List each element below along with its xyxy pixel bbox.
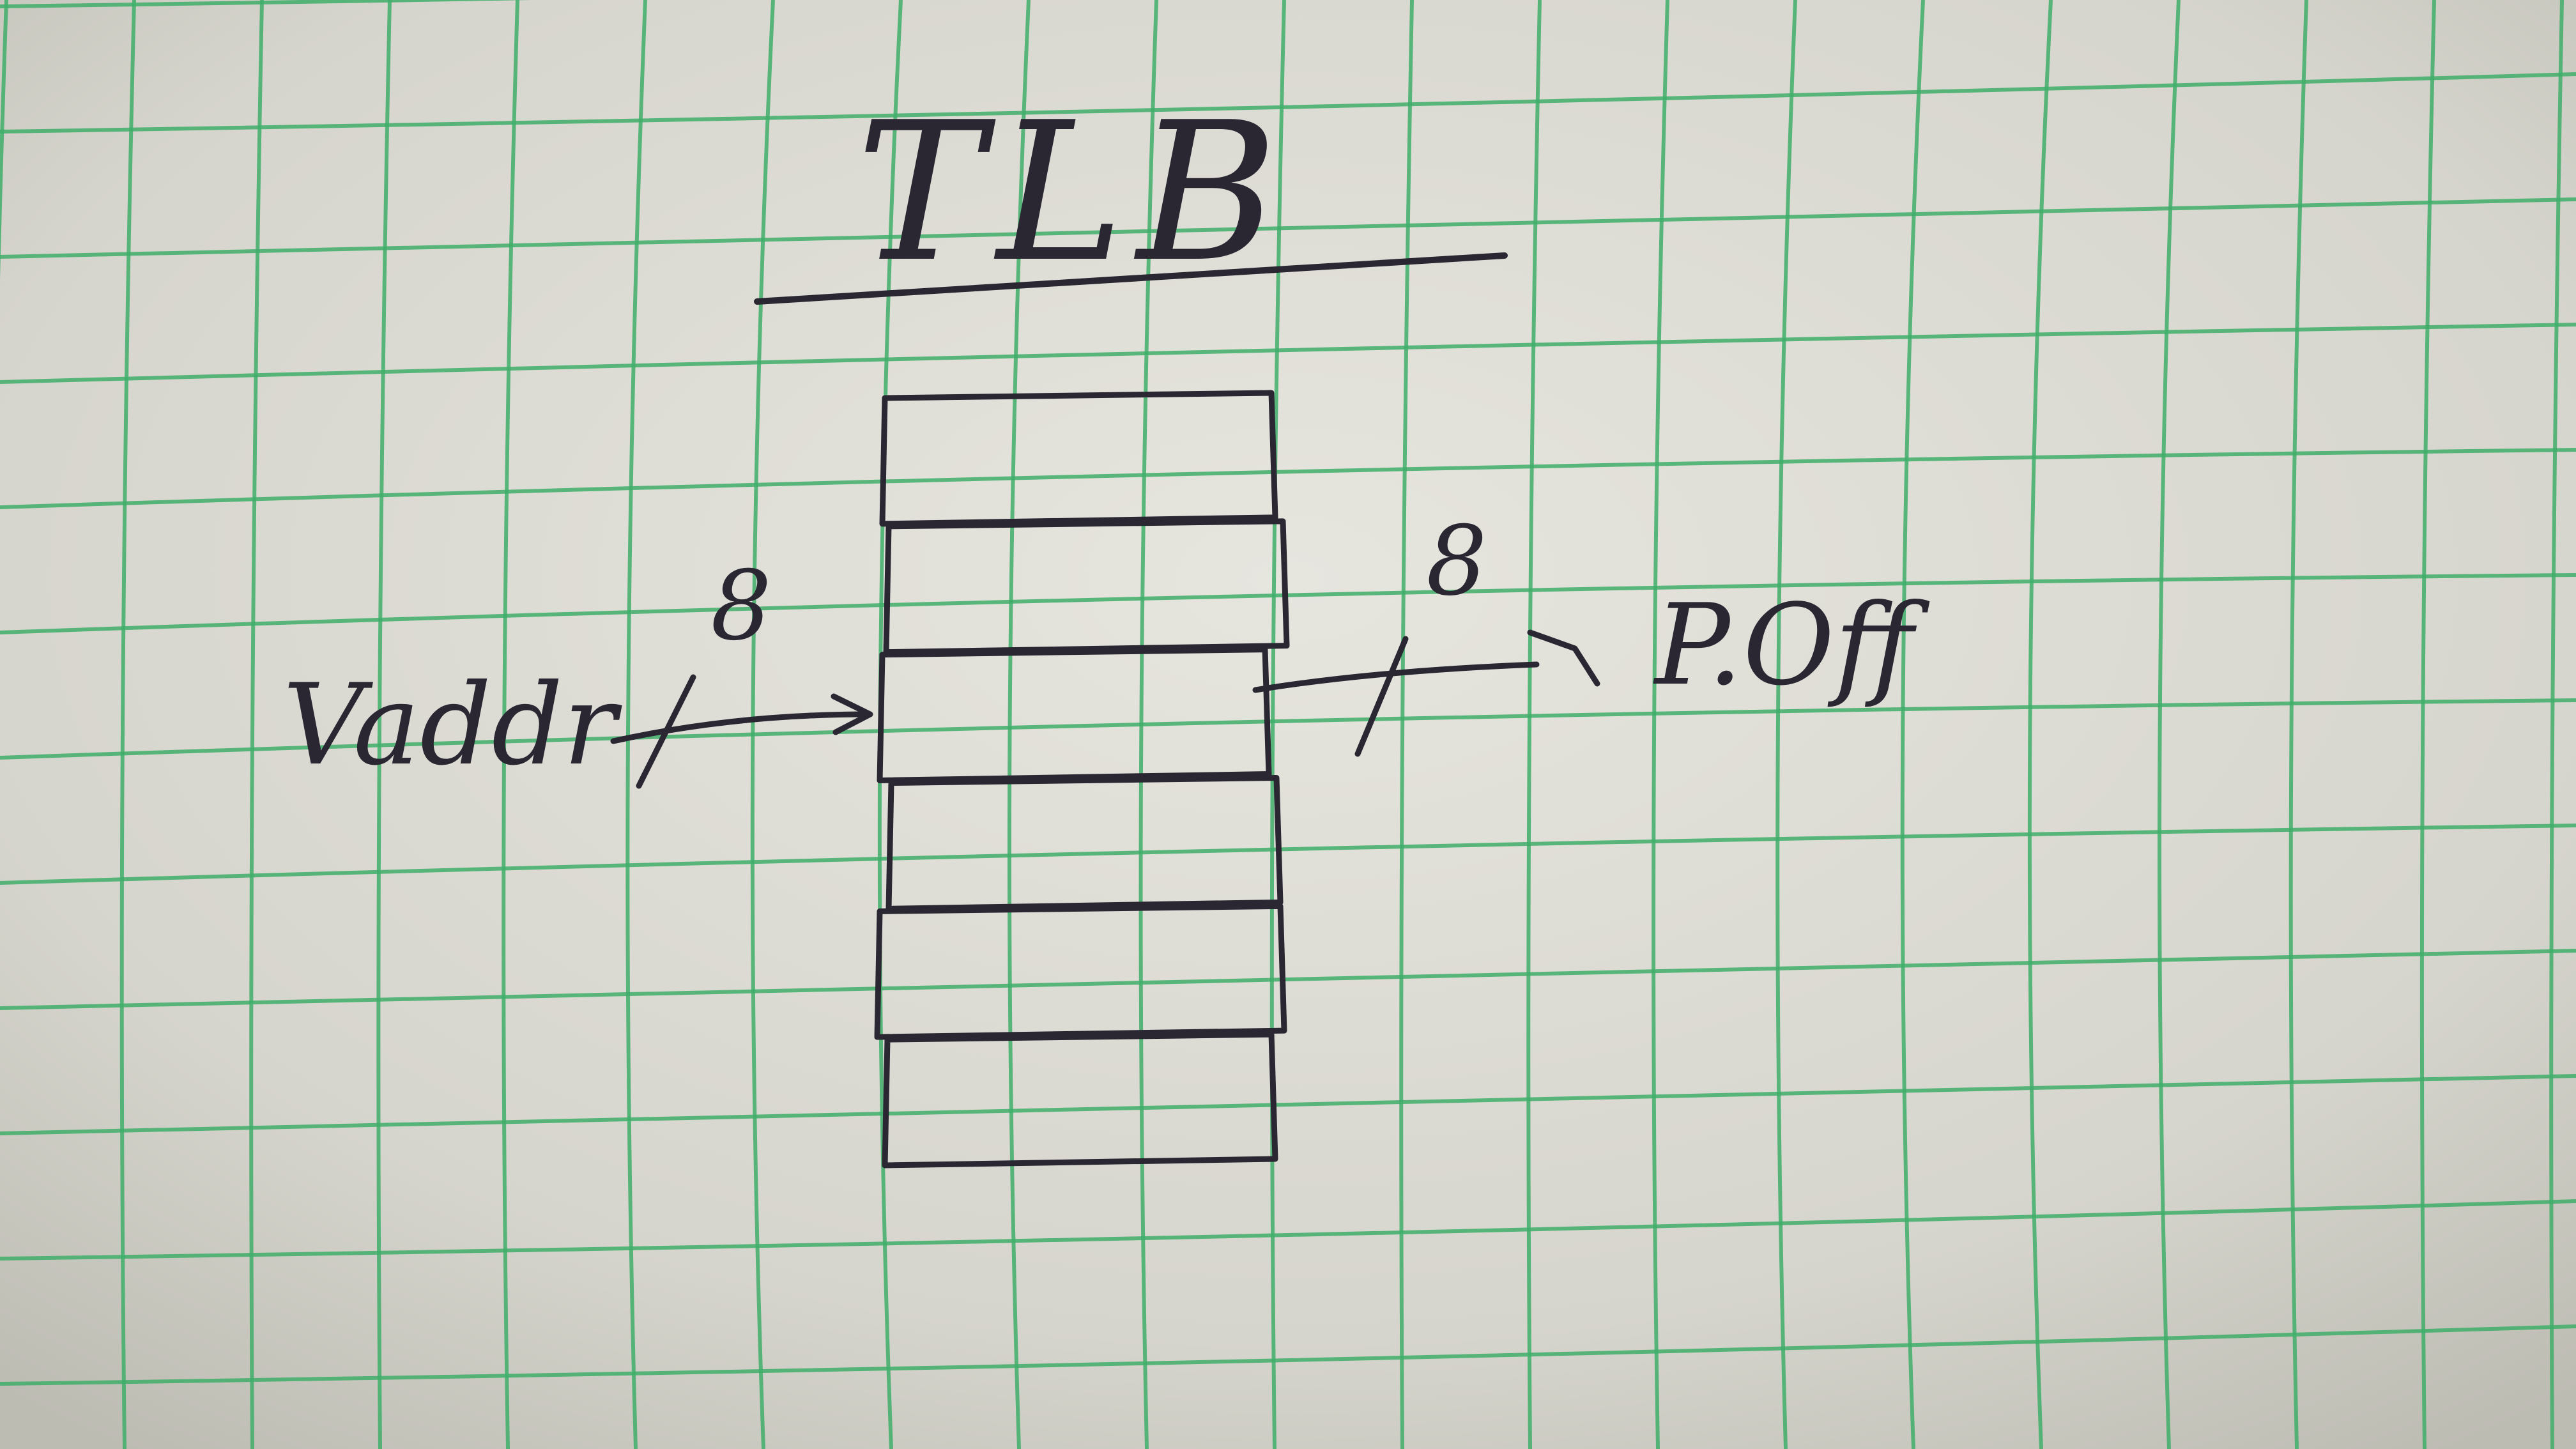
grid-line-horizontal	[0, 448, 2576, 509]
output-label: P.Off	[1653, 581, 1929, 710]
grid-line-vertical	[2027, 0, 2053, 1449]
grid-line-horizontal	[0, 72, 2576, 134]
grid-line-vertical	[1775, 0, 1797, 1449]
grid-line-vertical	[2158, 0, 2181, 1449]
grid-line-vertical	[1399, 0, 1414, 1449]
grid-line-vertical	[2288, 0, 2308, 1449]
input-label: Vaddr	[283, 661, 623, 790]
grid-line-vertical	[249, 0, 264, 1449]
grid-line-vertical	[376, 0, 392, 1449]
output-arrow-head	[1527, 629, 1600, 687]
input-arrow-line	[610, 711, 872, 744]
grid-line-vertical	[1269, 0, 1286, 1449]
diagram-title: TLB	[856, 81, 1291, 304]
grid-line-vertical	[502, 0, 519, 1449]
input-arrow-head	[831, 693, 873, 735]
tlb-entry	[883, 518, 1290, 656]
output-bit-width: 8	[1426, 506, 1487, 617]
grid-line-horizontal	[0, 698, 2576, 760]
grid-line-horizontal	[0, 1199, 2576, 1261]
tlb-entry	[879, 390, 1278, 527]
tlb-entry	[877, 647, 1272, 783]
grid-line-vertical	[1007, 0, 1031, 1449]
grid-line-horizontal	[0, 0, 532, 8]
tlb-entry	[882, 1031, 1278, 1169]
grid-line-horizontal	[0, 949, 2576, 1010]
tlb-entry	[885, 775, 1284, 912]
tlb-entry	[874, 903, 1287, 1040]
grid-line-vertical	[2549, 0, 2564, 1449]
grid-line-vertical	[625, 0, 647, 1449]
title-underline	[754, 252, 1508, 305]
grid-line-vertical	[750, 0, 775, 1449]
grid-line-vertical	[2419, 0, 2436, 1449]
input-bus-slash	[636, 674, 696, 789]
input-bit-width: 8	[710, 551, 771, 662]
output-arrow-line	[1252, 661, 1540, 693]
grid-line-vertical	[119, 0, 136, 1449]
grid-line-horizontal	[0, 824, 2576, 885]
grid-line-vertical	[1900, 0, 1925, 1449]
grid-line-horizontal	[0, 323, 2576, 384]
grid-line-horizontal	[0, 1324, 2576, 1386]
output-bus-slash	[1354, 636, 1409, 757]
grid-line-horizontal	[0, 197, 2576, 259]
tlb-table	[874, 390, 1290, 1169]
